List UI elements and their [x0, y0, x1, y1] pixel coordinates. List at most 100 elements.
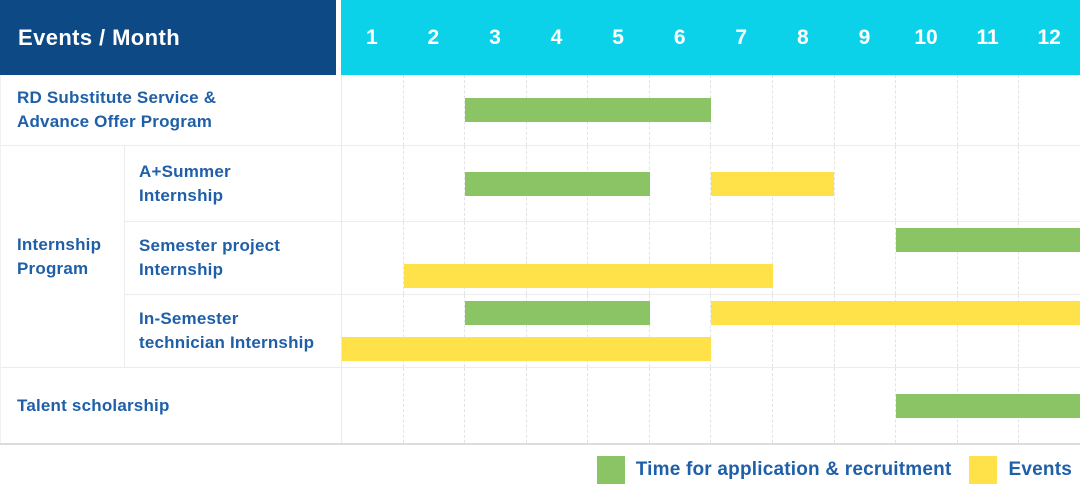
month-gridlines — [342, 295, 1080, 367]
month-header-row: 1 2 3 4 5 6 7 8 9 10 11 12 — [341, 0, 1080, 75]
month-header-cell-10: 10 — [914, 25, 938, 49]
gantt-bar-a-summer-internship-recruitment — [465, 171, 650, 196]
month-gridline-cell — [896, 222, 958, 294]
gantt-line — [342, 146, 1080, 221]
month-header-cell-7: 7 — [735, 25, 748, 49]
month-gridline-cell — [588, 295, 650, 367]
month-gridline-cell — [650, 146, 712, 221]
month-gridline-cell — [465, 222, 527, 294]
month-gridline-cell — [342, 146, 404, 221]
gantt-bar-in-semester-technician-internship-recruitment — [465, 301, 650, 325]
month-gridline-cell — [342, 222, 404, 294]
month-gridline-cell — [958, 146, 1020, 221]
row-label-text: Semester project Internship — [139, 236, 281, 279]
gantt-track-talent-scholarship — [341, 368, 1080, 443]
month-header-cell-8: 8 — [796, 25, 809, 49]
month-gridline-cell — [404, 146, 466, 221]
row-label-text: Talent scholarship — [17, 395, 170, 415]
month-header-cell-6: 6 — [673, 25, 686, 49]
gantt-bar-semester-project-internship-event — [403, 264, 773, 288]
month-gridline-cell — [404, 222, 466, 294]
gantt-bar-talent-scholarship-recruitment — [895, 393, 1080, 418]
month-gridline-cell — [896, 295, 958, 367]
row-label-talent-scholarship: Talent scholarship — [0, 368, 341, 443]
schedule-table: Events / Month 1 2 3 4 5 6 7 8 9 10 11 12 RD Substi… — [0, 0, 1080, 445]
month-header-cell-1: 1 — [365, 25, 378, 49]
legend-swatch-event — [969, 455, 998, 484]
row-label-text: In-Semester technician Internship — [139, 309, 315, 352]
month-gridline-cell — [835, 75, 897, 145]
legend-item-recruitment: Time for application & recruitment — [596, 455, 952, 484]
month-header-cell-2: 2 — [427, 25, 440, 49]
events-month-header-cell: Events / Month — [0, 0, 341, 75]
month-gridline-cell — [773, 368, 835, 443]
events-month-label: Events / Month — [18, 24, 181, 50]
row-label-text: A+Summer Internship — [139, 161, 231, 205]
gantt-line — [342, 222, 1080, 258]
row-label-in-semester-technician-internship: In-Semester technician Internship — [124, 295, 341, 368]
row-label-a-summer-internship: A+Summer Internship — [124, 146, 341, 222]
month-gridline-cell — [404, 368, 466, 443]
month-gridline-cell — [711, 295, 774, 367]
gantt-line — [342, 258, 1080, 294]
month-gridline-cell — [588, 222, 650, 294]
gantt-line — [342, 331, 1080, 367]
month-header-cell-5: 5 — [612, 25, 624, 49]
month-gridline-cell — [342, 368, 404, 443]
month-gridline-cell — [342, 295, 404, 367]
gantt-bar-a-summer-internship-event — [711, 171, 834, 196]
month-gridline-cell — [773, 222, 835, 294]
month-gridline-cell — [342, 75, 404, 145]
month-gridline-cell — [773, 295, 835, 367]
month-gridline-cell — [527, 368, 589, 443]
month-gridline-cell — [588, 368, 650, 443]
month-gridline-cell — [773, 75, 835, 145]
month-gridline-cell — [465, 295, 527, 367]
gantt-track-a-summer-internship — [341, 146, 1080, 222]
month-gridline-cell — [650, 222, 712, 294]
month-gridlines — [342, 222, 1080, 294]
month-gridline-cell — [835, 295, 897, 367]
gantt-line — [342, 295, 1080, 331]
gantt-bar-in-semester-technician-internship-event — [711, 301, 1080, 325]
month-gridline-cell — [958, 75, 1020, 145]
month-gridline-cell — [958, 222, 1020, 294]
row-label-text: RD Substitute Service & Advance Offer Pr… — [17, 88, 217, 131]
month-gridline-cell — [650, 368, 712, 443]
month-gridline-cell — [711, 75, 774, 145]
month-gridline-cell — [711, 368, 774, 443]
month-gridline-cell — [650, 295, 712, 367]
row-label-semester-project-internship: Semester project Internship — [124, 222, 341, 295]
legend-item-event: Events — [969, 455, 1072, 484]
month-gridline-cell — [465, 368, 527, 443]
legend: Time for application & recruitment Events — [0, 445, 1080, 494]
month-gridline-cell — [835, 222, 897, 294]
month-gridline-cell — [711, 222, 774, 294]
legend-label-recruitment: Time for application & recruitment — [635, 458, 952, 480]
month-gridline-cell — [404, 75, 466, 145]
month-gridline-cell — [896, 146, 958, 221]
month-gridline-cell — [835, 146, 897, 221]
month-gridline-cell — [773, 146, 835, 221]
gantt-track-rd-substitute-service — [341, 75, 1080, 146]
month-gridline-cell — [896, 75, 958, 145]
month-header-cell-9: 9 — [858, 25, 871, 49]
row-group-internship-program: Internship Program — [0, 146, 124, 368]
month-gridline-cell — [404, 295, 466, 367]
gantt-bar-in-semester-technician-internship-event — [342, 337, 711, 361]
month-gridline-cell — [958, 295, 1020, 367]
gantt-bar-semester-project-internship-recruitment — [895, 228, 1080, 252]
legend-label-event: Events — [1008, 458, 1072, 480]
month-gridline-cell — [527, 295, 589, 367]
gantt-track-in-semester-technician-internship — [341, 295, 1080, 368]
month-header-cell-12: 12 — [1037, 25, 1061, 49]
legend-swatch-recruitment — [596, 455, 625, 484]
gantt-line — [342, 368, 1080, 443]
gantt-line — [342, 75, 1080, 145]
group-label-text: Internship Program — [17, 234, 102, 278]
row-label-rd-substitute-service: RD Substitute Service & Advance Offer Pr… — [0, 75, 341, 146]
month-header-cell-4: 4 — [550, 25, 563, 49]
gantt-bar-rd-substitute-service-recruitment — [465, 98, 711, 122]
month-gridline-cell — [527, 222, 589, 294]
